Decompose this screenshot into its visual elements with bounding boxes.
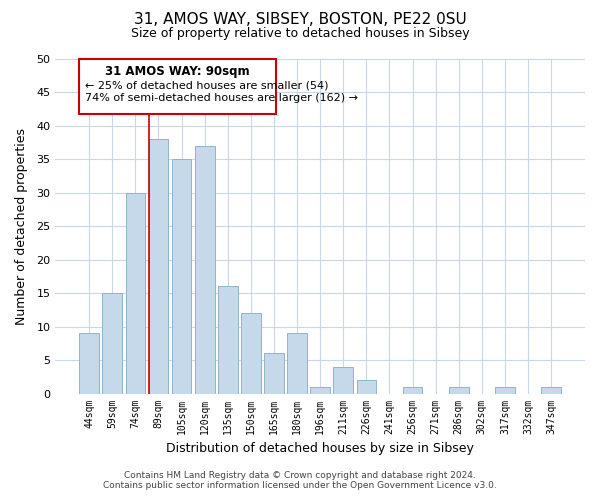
- Text: 74% of semi-detached houses are larger (162) →: 74% of semi-detached houses are larger (…: [85, 93, 358, 103]
- Bar: [403, 387, 422, 394]
- Text: ← 25% of detached houses are smaller (54): ← 25% of detached houses are smaller (54…: [85, 80, 328, 90]
- Text: 31, AMOS WAY, SIBSEY, BOSTON, PE22 0SU: 31, AMOS WAY, SIBSEY, BOSTON, PE22 0SU: [134, 12, 466, 28]
- Bar: [172, 160, 191, 394]
- X-axis label: Distribution of detached houses by size in Sibsey: Distribution of detached houses by size …: [166, 442, 474, 455]
- Bar: [495, 387, 515, 394]
- Bar: [125, 193, 145, 394]
- Bar: [287, 334, 307, 394]
- Bar: [79, 334, 99, 394]
- Bar: [356, 380, 376, 394]
- Bar: [103, 293, 122, 394]
- Bar: [449, 387, 469, 394]
- Bar: [310, 387, 330, 394]
- Text: Contains public sector information licensed under the Open Government Licence v3: Contains public sector information licen…: [103, 481, 497, 490]
- Bar: [334, 367, 353, 394]
- Text: Contains HM Land Registry data © Crown copyright and database right 2024.: Contains HM Land Registry data © Crown c…: [124, 471, 476, 480]
- Bar: [218, 286, 238, 394]
- Text: 31 AMOS WAY: 90sqm: 31 AMOS WAY: 90sqm: [105, 65, 250, 78]
- Bar: [241, 314, 260, 394]
- Bar: [264, 354, 284, 394]
- Bar: [541, 387, 561, 394]
- Bar: [195, 146, 215, 394]
- Bar: [149, 140, 169, 394]
- Text: Size of property relative to detached houses in Sibsey: Size of property relative to detached ho…: [131, 28, 469, 40]
- Y-axis label: Number of detached properties: Number of detached properties: [15, 128, 28, 325]
